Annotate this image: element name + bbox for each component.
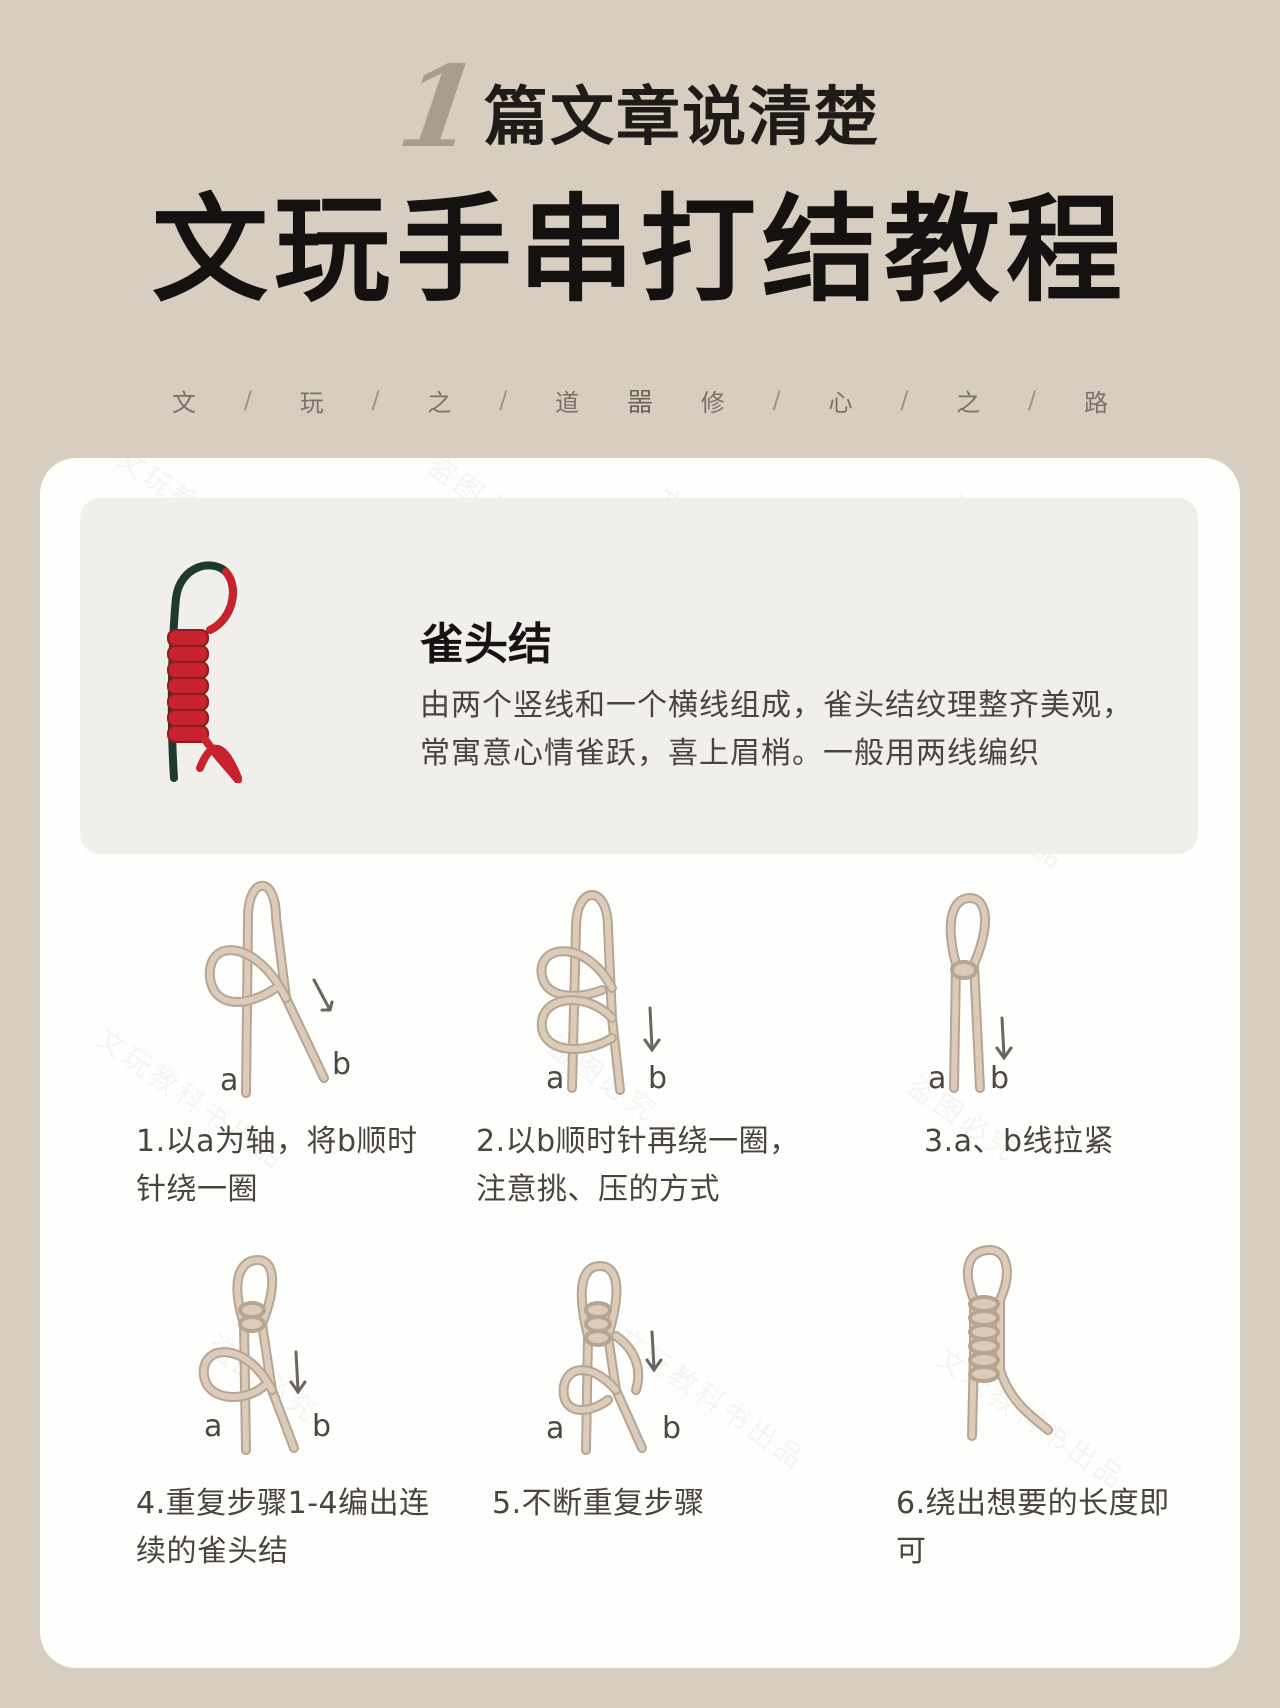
tagline-char: 之 — [427, 388, 452, 417]
tagline-char: 道 — [555, 388, 580, 417]
tutorial-card: 文玩教科书出品 盗图必究 文玩教科书出品 盗图必究 盗图必究 文玩教科书出品 文… — [40, 458, 1240, 1668]
step-2-text: 2.以b顺时针再绕一圈，注意挑、压的方式 — [476, 1124, 800, 1207]
tagline-sep: / — [772, 386, 781, 414]
step-4: a b 4.重复步骤1-4编出连续的雀头结 — [136, 1240, 496, 1576]
cord-b-label: b — [662, 1411, 681, 1446]
knot-name: 雀头结 — [420, 619, 552, 670]
step-4-text: 4.重复步骤1-4编出连续的雀头结 — [136, 1486, 430, 1569]
tagline-sep: / — [243, 386, 252, 414]
step-4-diagram: a b — [198, 1254, 331, 1455]
tagline-char: 文 — [172, 388, 196, 417]
step-3: a b 3.a、b线拉紧 — [888, 878, 1240, 1166]
cord-a-label: a — [546, 1061, 564, 1096]
step-6-text: 6.绕出想要的长度即可 — [896, 1486, 1170, 1569]
step-1-diagram: a b — [204, 880, 351, 1098]
tagline-sep: / — [900, 386, 909, 414]
tagline-char: 心 — [828, 388, 853, 417]
intro-panel: 雀头结 由两个竖线和一个横线组成，雀头结纹理整齐美观，常寓意心情雀跃，喜上眉梢。… — [80, 498, 1198, 854]
cord-a-label: a — [220, 1063, 238, 1098]
step-3-text: 3.a、b线拉紧 — [924, 1124, 1115, 1159]
tagline-char: 玩 — [299, 388, 324, 417]
step-3-diagram: a b — [928, 892, 1013, 1096]
step-6: 6.绕出想要的长度即可 — [860, 1240, 1220, 1576]
knot-description: 由两个竖线和一个横线组成，雀头结纹理整齐美观，常寓意心情雀跃，喜上眉梢。一般用两… — [420, 688, 1133, 771]
tagline-char: 之 — [956, 388, 981, 417]
tagline-char: 修 — [700, 388, 725, 417]
tagline-sep: / — [371, 386, 380, 414]
cord-b-label: b — [312, 1409, 331, 1444]
tagline-sep: / — [1028, 386, 1037, 414]
step-6-diagram — [962, 1244, 1053, 1441]
subtitle-row: 1 篇文章说清楚 — [0, 42, 1280, 173]
step-1: a b 1.以a为轴，将b顺时针绕一圈 — [136, 878, 496, 1214]
step-5-diagram: a b — [546, 1260, 681, 1455]
cord-a-label: a — [546, 1411, 564, 1446]
tagline-char: 路 — [1083, 388, 1108, 417]
step-2: a b 2.以b顺时针再绕一圈，注意挑、压的方式 — [476, 878, 836, 1214]
cord-a-label: a — [928, 1061, 946, 1096]
header: 1 篇文章说清楚 文玩手串打结教程 文 / 玩 / 之 / 道 噐 修 / 心 … — [0, 0, 1280, 460]
knot-photo-image — [167, 561, 242, 783]
tagline: 文 / 玩 / 之 / 道 噐 修 / 心 / 之 / 路 — [172, 380, 1108, 420]
subtitle-number: 1 — [390, 42, 488, 173]
subtitle: 篇文章说清楚 — [483, 80, 880, 155]
step-5-text: 5.不断重复步骤 — [492, 1486, 705, 1521]
cord-b-label: b — [990, 1061, 1009, 1096]
steps-grid: a b 1.以a为轴，将b顺时针绕一圈 a b — [40, 878, 1240, 1658]
cord-b-label: b — [332, 1047, 351, 1082]
cord-a-label: a — [204, 1409, 222, 1444]
tagline-mark-icon: 噐 — [626, 387, 653, 418]
page-title: 文玩手串打结教程 — [152, 182, 1128, 318]
step-2-diagram: a b — [536, 890, 667, 1096]
tagline-sep: / — [499, 386, 508, 414]
cord-b-label: b — [648, 1061, 667, 1096]
step-5: a b 5.不断重复步骤 — [476, 1240, 836, 1528]
step-1-text: 1.以a为轴，将b顺时针绕一圈 — [136, 1124, 418, 1207]
